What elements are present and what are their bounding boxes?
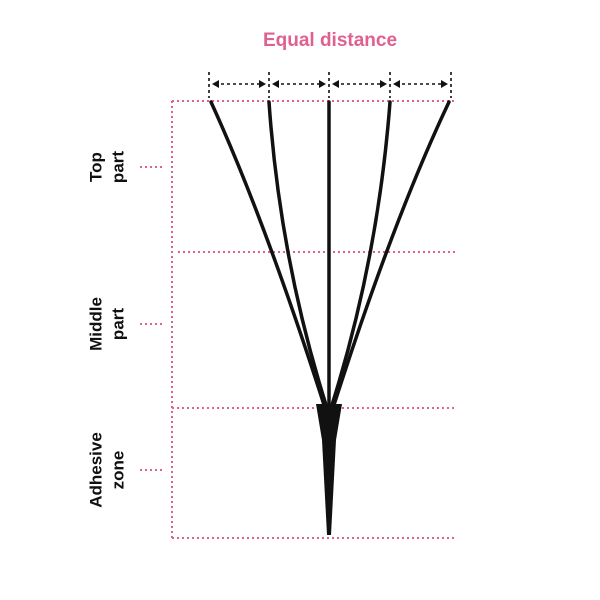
label-line: part bbox=[108, 308, 127, 340]
label-line: Top bbox=[86, 152, 105, 182]
label-line: part bbox=[108, 151, 127, 183]
zone-guides bbox=[140, 100, 458, 539]
label-line: zone bbox=[108, 451, 127, 490]
label-line: Middle bbox=[86, 297, 105, 351]
lash-fan bbox=[209, 100, 451, 535]
label-line: Adhesive bbox=[86, 432, 105, 508]
section-label: Adhesive zone bbox=[86, 432, 127, 508]
section-label: Middle part bbox=[86, 297, 127, 351]
title: Equal distance bbox=[263, 30, 397, 51]
spacing-markers bbox=[208, 72, 452, 98]
section-label: Top part bbox=[86, 151, 127, 183]
